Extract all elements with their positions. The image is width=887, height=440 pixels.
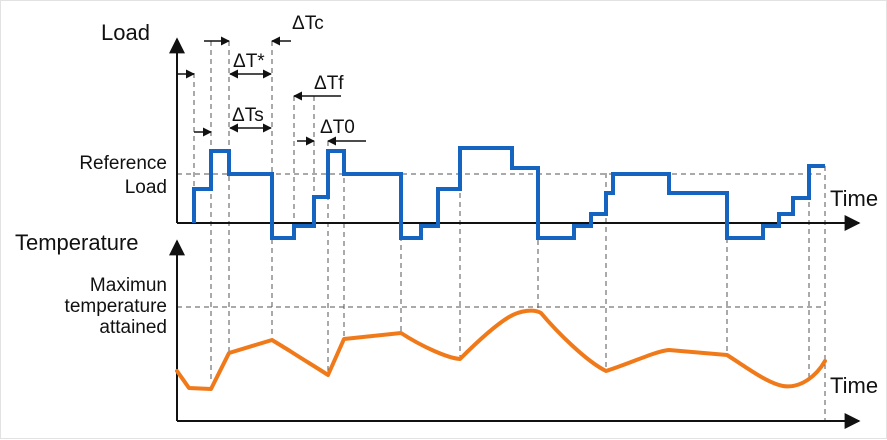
temperature-axis-label: Temperature	[15, 230, 139, 255]
vertical-guide-lines	[193, 41, 826, 421]
interval-arrows	[177, 36, 366, 146]
max-temp-label-line2: temperature	[65, 296, 167, 317]
reference-label-line1: Reference	[79, 153, 167, 174]
max-temp-label-line1: Maximun	[90, 275, 167, 296]
dtstar-label: ΔT*	[233, 51, 265, 72]
time-label-top: Time	[830, 186, 878, 211]
dtc-label: ΔTc	[292, 13, 324, 34]
load-axes	[169, 37, 861, 231]
dt0-label: ΔT0	[320, 117, 355, 138]
temperature-curve	[175, 308, 827, 391]
temperature-axes	[169, 239, 861, 429]
max-temp-label-line3: attained	[99, 317, 167, 338]
load-curve	[192, 146, 825, 240]
dtf-label: ΔTf	[314, 73, 344, 94]
load-axis-label: Load	[101, 20, 150, 45]
reference-label-line2: Load	[125, 177, 167, 198]
time-label-bottom: Time	[830, 373, 878, 398]
dts-label: ΔTs	[232, 105, 264, 126]
